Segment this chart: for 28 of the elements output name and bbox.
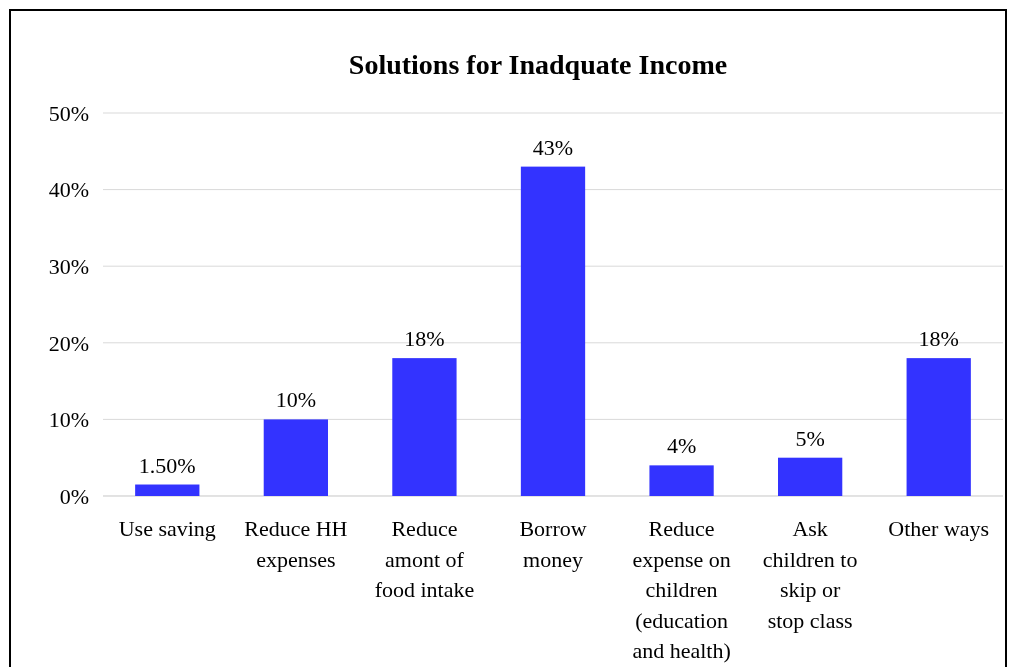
data-label: 18%	[404, 326, 445, 352]
x-tick-label: Reduce expense on children (education and health)	[632, 516, 731, 663]
data-label: 10%	[275, 387, 317, 413]
data-label: 43%	[532, 134, 574, 160]
y-tick-label: 30%	[48, 253, 89, 279]
bar	[520, 166, 586, 496]
x-tick-label: Borrow money	[519, 516, 587, 572]
y-tick-label: 10%	[48, 407, 89, 433]
x-tick-label: Reduce amont of food intake	[374, 516, 475, 602]
chart-title: Solutions for Inadquate Income	[348, 49, 728, 80]
data-label: 18%	[918, 326, 959, 352]
x-tick-label: Other ways	[888, 516, 990, 541]
data-label: 5%	[795, 425, 825, 451]
x-tick-label: Ask children to skip or stop class	[762, 516, 858, 633]
y-tick-label: 40%	[48, 177, 89, 203]
x-tick-label: Use saving	[118, 516, 216, 541]
bar	[778, 457, 843, 496]
y-tick-label: 50%	[48, 100, 89, 126]
data-label: 4%	[666, 433, 697, 459]
data-label: 1.50%	[138, 452, 196, 478]
bar	[649, 465, 714, 496]
bar	[135, 484, 200, 496]
y-tick-label: 0%	[59, 483, 89, 509]
bar	[392, 358, 457, 496]
bar	[906, 358, 971, 496]
x-tick-label: Reduce HH expenses	[244, 516, 348, 572]
y-tick-label: 20%	[48, 330, 89, 356]
bar	[263, 419, 328, 496]
